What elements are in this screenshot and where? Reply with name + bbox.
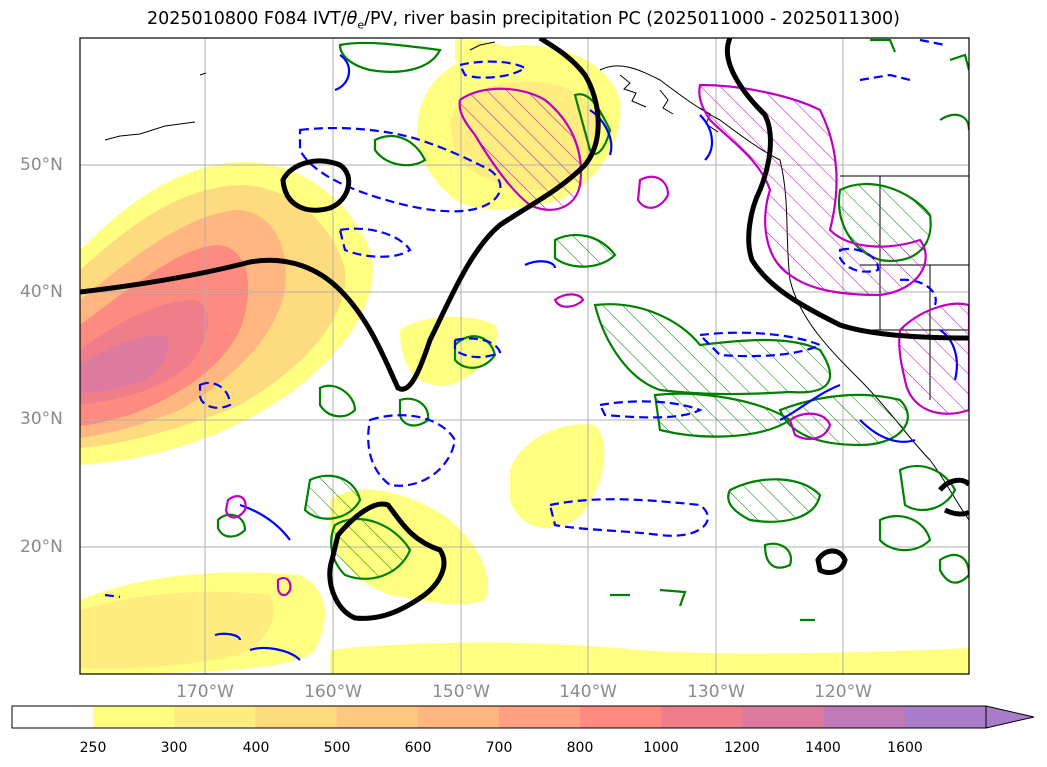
colorbar-swatch (823, 706, 906, 728)
lon-label-140w: 140°W (559, 682, 617, 702)
colorbar-swatch (417, 706, 500, 728)
colorbar-tick-label: 300 (160, 740, 188, 756)
lat-label-20n: 20°N (20, 537, 63, 557)
colorbar-tick-label: 800 (566, 740, 594, 756)
theta-e-contours (224, 83, 969, 597)
lon-label-160w: 160°W (304, 682, 362, 702)
colorbar (12, 706, 987, 728)
colorbar-swatch (174, 706, 256, 728)
colorbar-swatch (580, 706, 662, 728)
map-frame (79, 37, 970, 675)
lat-label-30n: 30°N (20, 409, 63, 429)
colorbar-swatch (93, 706, 175, 728)
colorbar-swatch (904, 706, 987, 728)
ivt-main-contours (80, 38, 969, 621)
colorbar-swatch (336, 706, 419, 728)
colorbar-tick-label: 600 (404, 740, 432, 756)
pv-solid-contours (214, 54, 958, 661)
colorbar-tick-label: 700 (485, 740, 513, 756)
colorbar-tick-label: 400 (242, 740, 270, 756)
colorbar-swatch (498, 706, 581, 728)
lon-label-170w: 170°W (176, 682, 234, 702)
lon-label-130w: 130°W (687, 682, 745, 702)
colorbar-tick-label: 1000 (643, 740, 679, 756)
colorbar-extend-arrow (985, 705, 1035, 729)
colorbar-tick-label: 1400 (805, 740, 841, 756)
colorbar-tick-label: 1600 (887, 740, 923, 756)
colorbar-tick-label: 500 (323, 740, 351, 756)
colorbar-swatch (661, 706, 743, 728)
precip-pc-contours (216, 38, 969, 622)
lon-label-150w: 150°W (432, 682, 490, 702)
lon-label-120w: 120°W (814, 682, 872, 702)
lat-label-50n: 50°N (20, 155, 63, 175)
colorbar-tick-label: 250 (79, 740, 107, 756)
map-title: 2025010800 F084 IVT/θe/PV, river basin p… (146, 9, 901, 32)
colorbar-swatch (255, 706, 338, 728)
lat-label-40n: 40°N (20, 282, 63, 302)
colorbar-swatch (742, 706, 825, 728)
colorbar-tick-label: 1200 (724, 740, 760, 756)
